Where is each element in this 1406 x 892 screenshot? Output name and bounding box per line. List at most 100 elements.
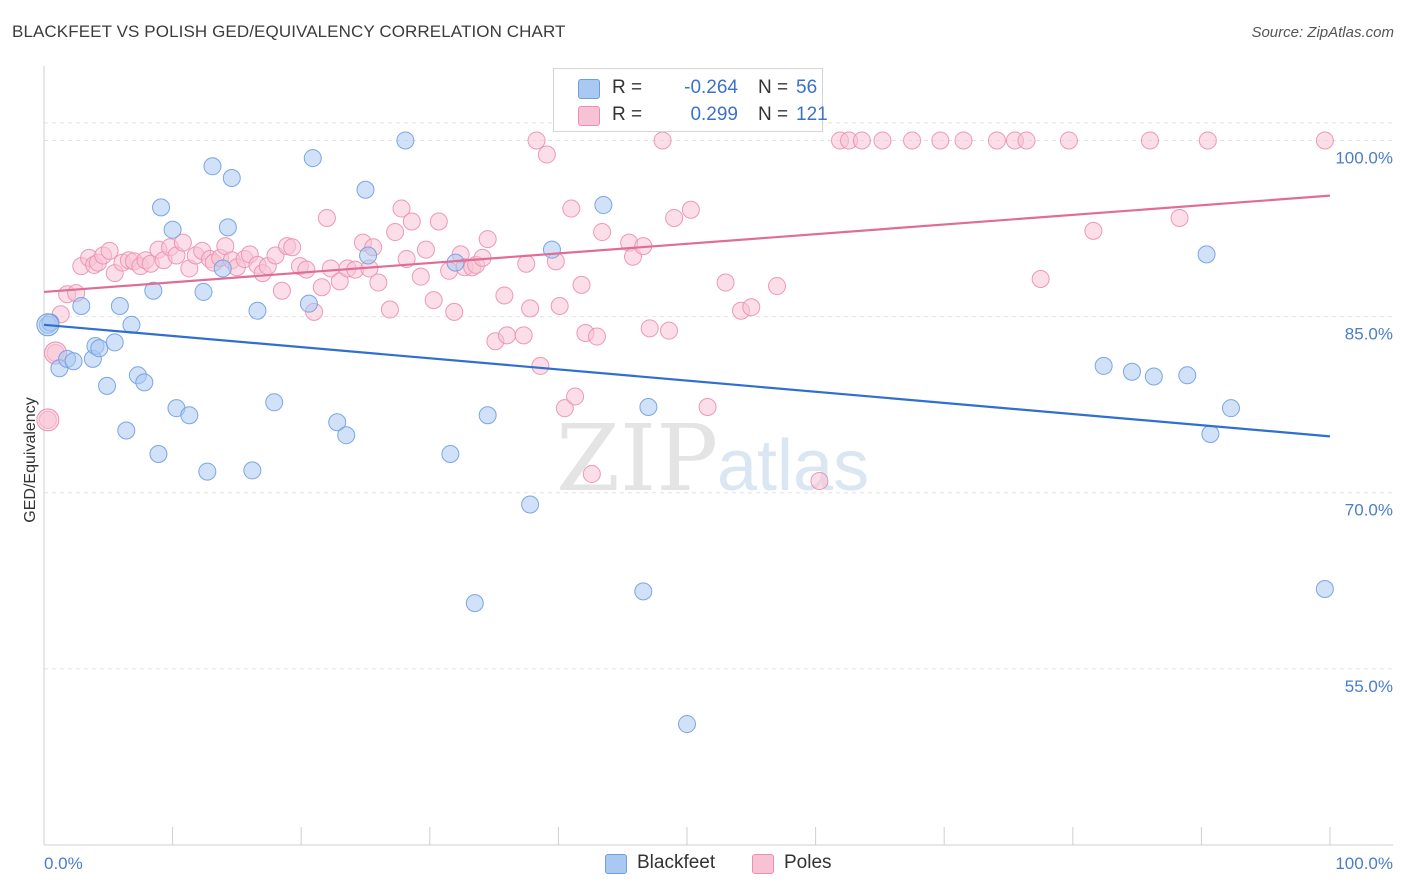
series-blackfeet xyxy=(36,131,1334,734)
data-point xyxy=(1221,399,1240,418)
data-point xyxy=(514,326,533,345)
data-point xyxy=(173,233,192,252)
blackfeet-swatch xyxy=(578,79,600,99)
data-point xyxy=(312,278,331,297)
x-tick-label-max: 100.0% xyxy=(1335,854,1393,873)
n-label: N = xyxy=(758,77,789,98)
data-point xyxy=(194,282,213,301)
r-value: -0.264 xyxy=(684,77,738,98)
data-point xyxy=(213,259,232,278)
data-point xyxy=(416,240,435,259)
data-point-large xyxy=(36,408,60,432)
data-point xyxy=(873,131,892,150)
y-tick-label: 55.0% xyxy=(1345,677,1393,696)
poles-swatch xyxy=(752,854,774,874)
data-point xyxy=(593,223,612,242)
data-point xyxy=(105,333,124,352)
data-point xyxy=(396,131,415,150)
legend-label: Blackfeet xyxy=(637,852,716,873)
data-point xyxy=(100,241,119,260)
legend-label: Poles xyxy=(784,852,832,873)
n-value: 56 xyxy=(796,77,818,98)
data-point xyxy=(1122,362,1141,381)
trend-line-blackfeet xyxy=(43,323,1331,438)
data-point xyxy=(1031,270,1050,289)
data-point xyxy=(392,199,411,218)
data-point xyxy=(653,131,672,150)
data-point xyxy=(1198,131,1217,150)
trend-lines xyxy=(43,194,1331,438)
n-value: 121 xyxy=(796,104,828,125)
data-point xyxy=(587,327,606,346)
data-point xyxy=(317,208,336,227)
data-point xyxy=(1178,366,1197,385)
data-point xyxy=(328,413,347,432)
data-point xyxy=(1059,131,1078,150)
x-tick-label-min: 0.0% xyxy=(44,854,83,873)
data-point xyxy=(954,131,973,150)
data-point xyxy=(987,131,1006,150)
watermark-atlas: atlas xyxy=(717,426,869,506)
data-point xyxy=(402,212,421,231)
data-point xyxy=(445,302,464,321)
data-point xyxy=(1170,208,1189,227)
y-tick-labels: 100.0% 85.0% 70.0% 55.0% xyxy=(1335,148,1393,695)
r-label: R = xyxy=(612,104,643,125)
data-point xyxy=(283,238,302,257)
data-point xyxy=(1144,367,1163,386)
data-point xyxy=(1140,131,1159,150)
data-point xyxy=(218,218,237,237)
data-point xyxy=(152,198,171,217)
data-point xyxy=(478,406,497,425)
data-point xyxy=(640,319,659,338)
data-point xyxy=(1201,425,1220,444)
data-point xyxy=(380,300,399,319)
data-point xyxy=(478,230,497,249)
data-point xyxy=(135,373,154,392)
data-point xyxy=(72,297,91,316)
data-point xyxy=(149,444,168,463)
data-point xyxy=(1017,131,1036,150)
data-point xyxy=(639,398,658,417)
y-tick-label: 100.0% xyxy=(1335,148,1393,167)
data-point xyxy=(527,131,546,150)
blackfeet-swatch xyxy=(605,854,627,874)
data-point xyxy=(90,339,109,358)
data-point xyxy=(555,399,574,418)
data-point xyxy=(180,406,199,425)
source-credit: Source: ZipAtlas.com xyxy=(1251,24,1394,41)
stats-legend: R = -0.264 N = 56 R = 0.299 N = 121 xyxy=(553,68,828,132)
data-point xyxy=(465,594,484,613)
data-point xyxy=(542,240,561,259)
data-point xyxy=(495,286,514,305)
data-point xyxy=(297,260,316,279)
y-tick-label: 70.0% xyxy=(1345,501,1393,520)
data-point xyxy=(356,180,375,199)
y-axis-label: GED/Equivalency xyxy=(22,397,39,522)
data-point xyxy=(144,281,163,300)
poles-swatch xyxy=(578,106,600,126)
data-point xyxy=(441,444,460,463)
data-point xyxy=(222,169,241,188)
data-point xyxy=(411,267,430,286)
axes xyxy=(43,66,1393,846)
data-point xyxy=(531,356,550,375)
data-point xyxy=(337,426,356,445)
data-point xyxy=(810,471,829,490)
data-point xyxy=(1084,221,1103,240)
series-poles xyxy=(36,131,1334,490)
data-point xyxy=(550,297,569,316)
data-point xyxy=(1315,580,1334,599)
data-point xyxy=(521,299,540,318)
data-point xyxy=(537,145,556,164)
data-point xyxy=(299,294,318,313)
data-point xyxy=(117,421,136,440)
data-point xyxy=(64,352,83,371)
r-label: R = xyxy=(612,77,643,98)
watermark-zip: ZIP xyxy=(556,405,718,512)
data-point xyxy=(768,277,787,296)
trend-line-poles xyxy=(43,194,1331,294)
r-value: 0.299 xyxy=(690,104,738,125)
series-legend: Blackfeet Poles xyxy=(0,852,1406,878)
data-point xyxy=(852,131,871,150)
